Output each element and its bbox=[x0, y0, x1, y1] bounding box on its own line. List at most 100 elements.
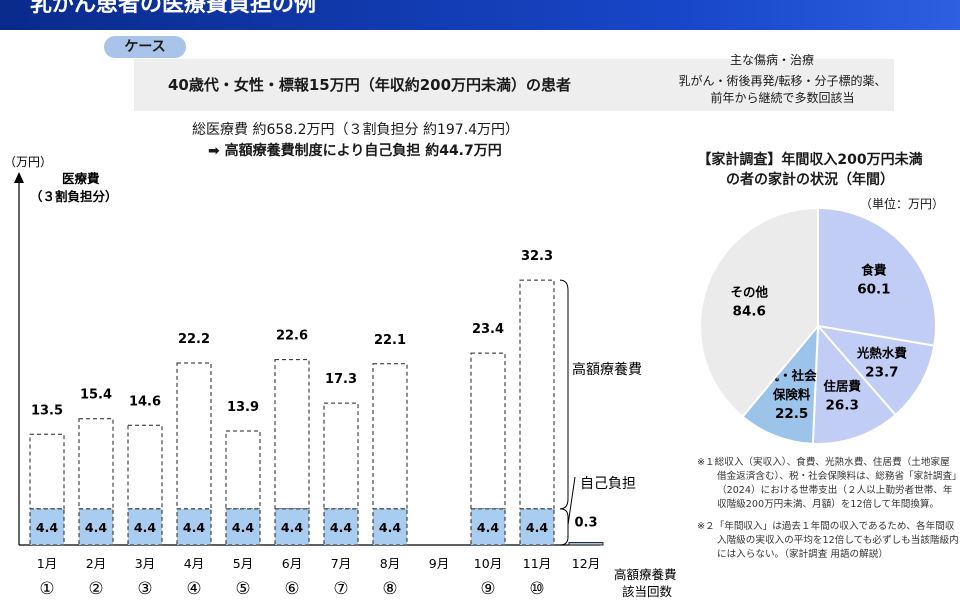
month-label: 12月 bbox=[572, 556, 600, 571]
bar-total-label: 13.9 bbox=[227, 400, 259, 415]
header-bar: 乳がん患者の医療費負担の例 bbox=[0, 0, 960, 30]
pie-slice-label: その他 bbox=[730, 285, 768, 300]
bar-self-pay bbox=[323, 508, 359, 546]
bar-self-pay bbox=[78, 508, 114, 546]
month-label: 8月 bbox=[380, 556, 400, 571]
pie-title-line-1: 【家計調査】年間収入200万円未満 bbox=[697, 152, 923, 168]
injury-title: 主な傷病・治療 bbox=[730, 53, 815, 67]
bar-self-label: 4.4 bbox=[526, 520, 548, 535]
pie-title-line-2: の者の家計の状況（年間） bbox=[726, 172, 894, 188]
month-label: 5月 bbox=[233, 556, 253, 571]
bar-high-cost bbox=[470, 352, 506, 510]
pie-slice bbox=[817, 206, 937, 347]
bar-high-cost bbox=[127, 424, 163, 510]
self-pay-summary: ➡ 高額療養費制度により自己負担 約44.7万円 bbox=[208, 143, 502, 159]
bar-self-label: 4.4 bbox=[232, 520, 254, 535]
bar-high-cost bbox=[225, 430, 261, 510]
y-label-line-1: 医療費 bbox=[62, 171, 100, 186]
total-cost: 総医療費 約658.2万円（３割負担分 約197.4万円） bbox=[192, 122, 520, 138]
pie-slice bbox=[699, 206, 819, 419]
bar-high-cost bbox=[372, 363, 408, 510]
bar-total-label: 22.2 bbox=[178, 332, 210, 347]
count-marker: ⑦ bbox=[333, 579, 348, 599]
pie-slice-label: 食費 bbox=[860, 262, 887, 277]
bar-self-label: 4.4 bbox=[477, 520, 499, 535]
bar-total-label: 22.6 bbox=[276, 329, 308, 344]
bar-total-label: 32.3 bbox=[521, 249, 553, 264]
pie-value-label: 22.5 bbox=[775, 406, 808, 422]
bar-high-cost bbox=[274, 359, 310, 510]
bar-self-label: 4.4 bbox=[134, 520, 156, 535]
bar-high-cost bbox=[323, 402, 359, 510]
count-marker: ⑥ bbox=[284, 579, 299, 599]
bracket-high-cost bbox=[559, 279, 569, 510]
injury-text: 乳がん・術後再発/転移・分子標的薬、 前年から継続で多数回該当 bbox=[650, 73, 915, 107]
case-box bbox=[134, 59, 894, 111]
bar-self-pay bbox=[127, 508, 163, 546]
bar-self-label: 4.4 bbox=[183, 520, 205, 535]
bar-self-pay bbox=[274, 508, 310, 546]
y-axis-arrow bbox=[14, 172, 24, 183]
pie-value-label: 23.7 bbox=[865, 364, 898, 380]
month-label: 11月 bbox=[523, 556, 551, 571]
bar-self-label: 4.4 bbox=[281, 520, 303, 535]
x-label-line-2: 該当回数 bbox=[622, 584, 673, 599]
bar-total-label: 23.4 bbox=[472, 322, 504, 337]
bar-total-label: 17.3 bbox=[325, 372, 357, 387]
bar-self-label: 4.4 bbox=[379, 520, 401, 535]
month-label: 10月 bbox=[474, 556, 502, 571]
page-title: 乳がん患者の医療費負担の例 bbox=[30, 0, 317, 17]
pie-value-label: 26.3 bbox=[826, 398, 859, 414]
month-label: 9月 bbox=[429, 556, 449, 571]
pie-slice bbox=[815, 324, 936, 417]
pie-slice-label: 住居費 bbox=[823, 379, 861, 394]
bar-high-cost bbox=[78, 418, 114, 510]
bar-self-pay bbox=[176, 508, 212, 546]
injury-line-1: 乳がん・術後再発/転移・分子標的薬、 bbox=[678, 74, 887, 88]
y-label-line-2: （３割負担分） bbox=[30, 189, 118, 204]
pie-slice bbox=[811, 323, 897, 445]
pie-value-label: 84.6 bbox=[733, 304, 766, 320]
legend-self-leader bbox=[567, 476, 576, 525]
legend-self-pay: 自己負担 bbox=[580, 476, 636, 492]
month-label: 1月 bbox=[37, 556, 57, 571]
bar-self-pay bbox=[372, 508, 408, 546]
bar-total-label: 15.4 bbox=[80, 388, 112, 403]
injury-line-2: 前年から継続で多数回該当 bbox=[710, 91, 855, 105]
bar-self-label: 0.3 bbox=[574, 516, 597, 531]
count-marker: ⑨ bbox=[480, 579, 495, 599]
legend-high-cost: 高額療養費 bbox=[572, 361, 642, 378]
month-label: 2月 bbox=[86, 556, 106, 571]
bar-chart: （万円） 医療費 （３割負担分） 4.4 13.5 1月 ① 4.4 15.4 2月 ② 4.4 14.… bbox=[4, 155, 677, 599]
month-label: 7月 bbox=[331, 556, 351, 571]
note-1: ※１総収入（実収入）、食費、光熱水費、住居費（土地家屋借金返済含む）、税・社会保… bbox=[697, 457, 957, 510]
month-label: 4月 bbox=[184, 556, 204, 571]
bar-self-pay bbox=[568, 542, 604, 546]
month-label: 3月 bbox=[135, 556, 155, 571]
bar-high-cost bbox=[176, 362, 212, 510]
bar-total-label: 13.5 bbox=[31, 403, 63, 418]
note-2: ※２「年間収入」は過去１年間の収入であるため、各年間収入階級の実収入の平均を12… bbox=[697, 521, 959, 560]
bar-self-pay bbox=[225, 508, 261, 546]
bar-self-pay bbox=[519, 508, 555, 546]
count-marker: ⑩ bbox=[529, 579, 544, 599]
month-label: 6月 bbox=[282, 556, 302, 571]
pie-unit: （単位：万円） bbox=[860, 197, 945, 211]
notes: ※１総収入（実収入）、食費、光熱水費、住居費（土地家屋借金返済含む）、税・社会保… bbox=[697, 456, 959, 570]
x-label-line-1: 高額療養費 bbox=[614, 567, 677, 582]
pie-slice-label: 光熱水費 bbox=[856, 345, 908, 360]
count-marker: ① bbox=[39, 579, 54, 599]
bar-self-pay bbox=[470, 508, 506, 546]
pie-slice-label: 保険料 bbox=[772, 387, 811, 402]
y-unit: （万円） bbox=[4, 155, 52, 169]
bar-high-cost bbox=[519, 279, 555, 510]
bar-total-label: 14.6 bbox=[129, 394, 161, 409]
pie-title: 【家計調査】年間収入200万円未満 の者の家計の状況（年間） bbox=[660, 150, 960, 190]
case-description: 40歳代・女性・標報15万円（年収約200万円未満）の患者 bbox=[168, 76, 572, 94]
bracket-self-pay bbox=[559, 508, 569, 546]
count-marker: ② bbox=[88, 579, 103, 599]
bar-self-label: 4.4 bbox=[330, 520, 352, 535]
count-marker: ④ bbox=[186, 579, 201, 599]
count-marker: ⑤ bbox=[235, 579, 250, 599]
